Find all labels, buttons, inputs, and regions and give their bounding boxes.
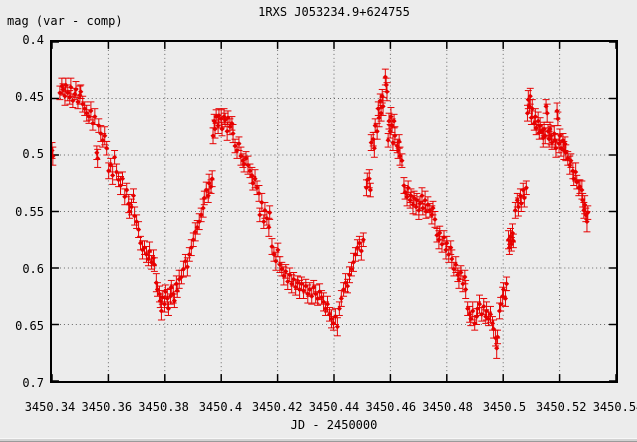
x-tick-label: 3450.36 <box>81 400 133 414</box>
light-curve-svg <box>52 42 616 381</box>
plot-area <box>50 40 618 383</box>
y-tick-label: 0.4 <box>22 33 44 47</box>
y-axis-label: mag (var - comp) <box>7 14 123 28</box>
y-tick-label: 0.7 <box>22 376 44 390</box>
y-tick-label: 0.5 <box>22 147 44 162</box>
x-tick-label: 3450.38 <box>138 400 189 414</box>
x-tick-label: 3450.42 <box>251 400 303 414</box>
x-tick-label: 3450.44 <box>308 400 360 414</box>
y-tick-label: 0.65 <box>15 318 44 333</box>
chart-title: 1RXS J053234.9+624755 <box>258 5 410 19</box>
y-tick-label: 0.6 <box>22 261 44 276</box>
x-axis-label: JD - 2450000 <box>290 418 378 432</box>
x-tick-label: 3450.52 <box>535 400 587 414</box>
x-tick-label: 3450.4 <box>198 400 243 414</box>
window-bottom-bevel <box>0 438 637 442</box>
x-tick-label: 3450.5 <box>482 400 527 414</box>
x-tick-label: 3450.48 <box>422 400 473 414</box>
x-tick-label: 3450.46 <box>365 400 417 414</box>
x-tick-label: 3450.34 <box>24 400 76 414</box>
y-tick-label: 0.55 <box>15 204 44 219</box>
y-tick-label: 0.45 <box>15 90 44 105</box>
x-tick-label: 3450.54 <box>592 400 637 414</box>
